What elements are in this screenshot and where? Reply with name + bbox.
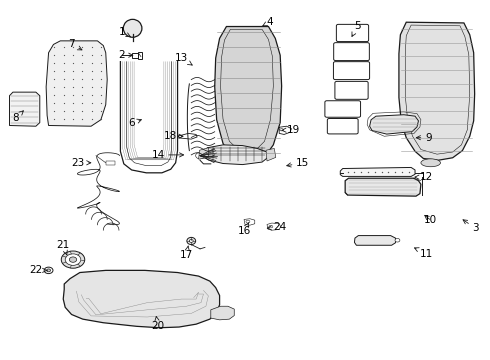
Ellipse shape	[44, 267, 53, 274]
Ellipse shape	[61, 251, 85, 268]
Text: 3: 3	[463, 220, 479, 233]
Polygon shape	[399, 22, 475, 160]
Text: 22: 22	[29, 265, 47, 275]
Text: 6: 6	[128, 118, 142, 128]
Text: 15: 15	[287, 158, 309, 168]
Polygon shape	[267, 223, 281, 230]
FancyBboxPatch shape	[335, 81, 368, 99]
Polygon shape	[203, 145, 268, 165]
FancyBboxPatch shape	[336, 24, 368, 41]
Polygon shape	[63, 270, 220, 328]
Bar	[132, 53, 138, 58]
Polygon shape	[215, 27, 282, 163]
Text: 14: 14	[151, 150, 184, 160]
Polygon shape	[340, 167, 415, 176]
Text: 20: 20	[151, 316, 165, 331]
Ellipse shape	[187, 237, 196, 244]
Text: 17: 17	[180, 246, 193, 260]
Polygon shape	[266, 148, 276, 161]
Ellipse shape	[189, 239, 193, 242]
Ellipse shape	[280, 129, 284, 131]
Text: 12: 12	[415, 172, 433, 182]
Polygon shape	[198, 148, 208, 159]
Polygon shape	[211, 306, 234, 320]
Ellipse shape	[213, 149, 228, 156]
Text: 10: 10	[424, 215, 437, 225]
Ellipse shape	[395, 238, 400, 242]
Text: 2: 2	[119, 50, 133, 60]
Polygon shape	[46, 41, 107, 126]
Text: 5: 5	[352, 21, 361, 36]
Text: 18: 18	[164, 131, 183, 141]
Text: 4: 4	[262, 17, 273, 27]
Ellipse shape	[178, 135, 182, 137]
Ellipse shape	[65, 254, 81, 265]
Text: 9: 9	[416, 133, 432, 143]
Text: 23: 23	[71, 158, 91, 168]
FancyBboxPatch shape	[327, 118, 358, 134]
FancyBboxPatch shape	[325, 101, 361, 117]
Text: 16: 16	[237, 223, 251, 236]
Polygon shape	[345, 178, 421, 196]
Text: 21: 21	[57, 240, 70, 255]
Text: 24: 24	[267, 222, 287, 232]
Ellipse shape	[123, 19, 142, 37]
Ellipse shape	[269, 225, 273, 228]
Text: 11: 11	[415, 248, 433, 258]
FancyBboxPatch shape	[334, 42, 369, 60]
Text: 1: 1	[119, 27, 130, 37]
Polygon shape	[9, 92, 40, 126]
Text: 8: 8	[12, 111, 24, 123]
Ellipse shape	[47, 269, 50, 272]
Ellipse shape	[196, 152, 204, 159]
Ellipse shape	[421, 159, 441, 167]
Text: 19: 19	[282, 125, 300, 135]
FancyBboxPatch shape	[333, 62, 369, 80]
Bar	[106, 161, 115, 165]
Text: 13: 13	[175, 53, 192, 65]
Text: 7: 7	[68, 40, 82, 50]
Polygon shape	[369, 115, 418, 134]
Bar	[138, 51, 142, 59]
Ellipse shape	[246, 220, 250, 223]
Ellipse shape	[70, 257, 76, 262]
Polygon shape	[354, 235, 395, 245]
Polygon shape	[244, 219, 255, 225]
